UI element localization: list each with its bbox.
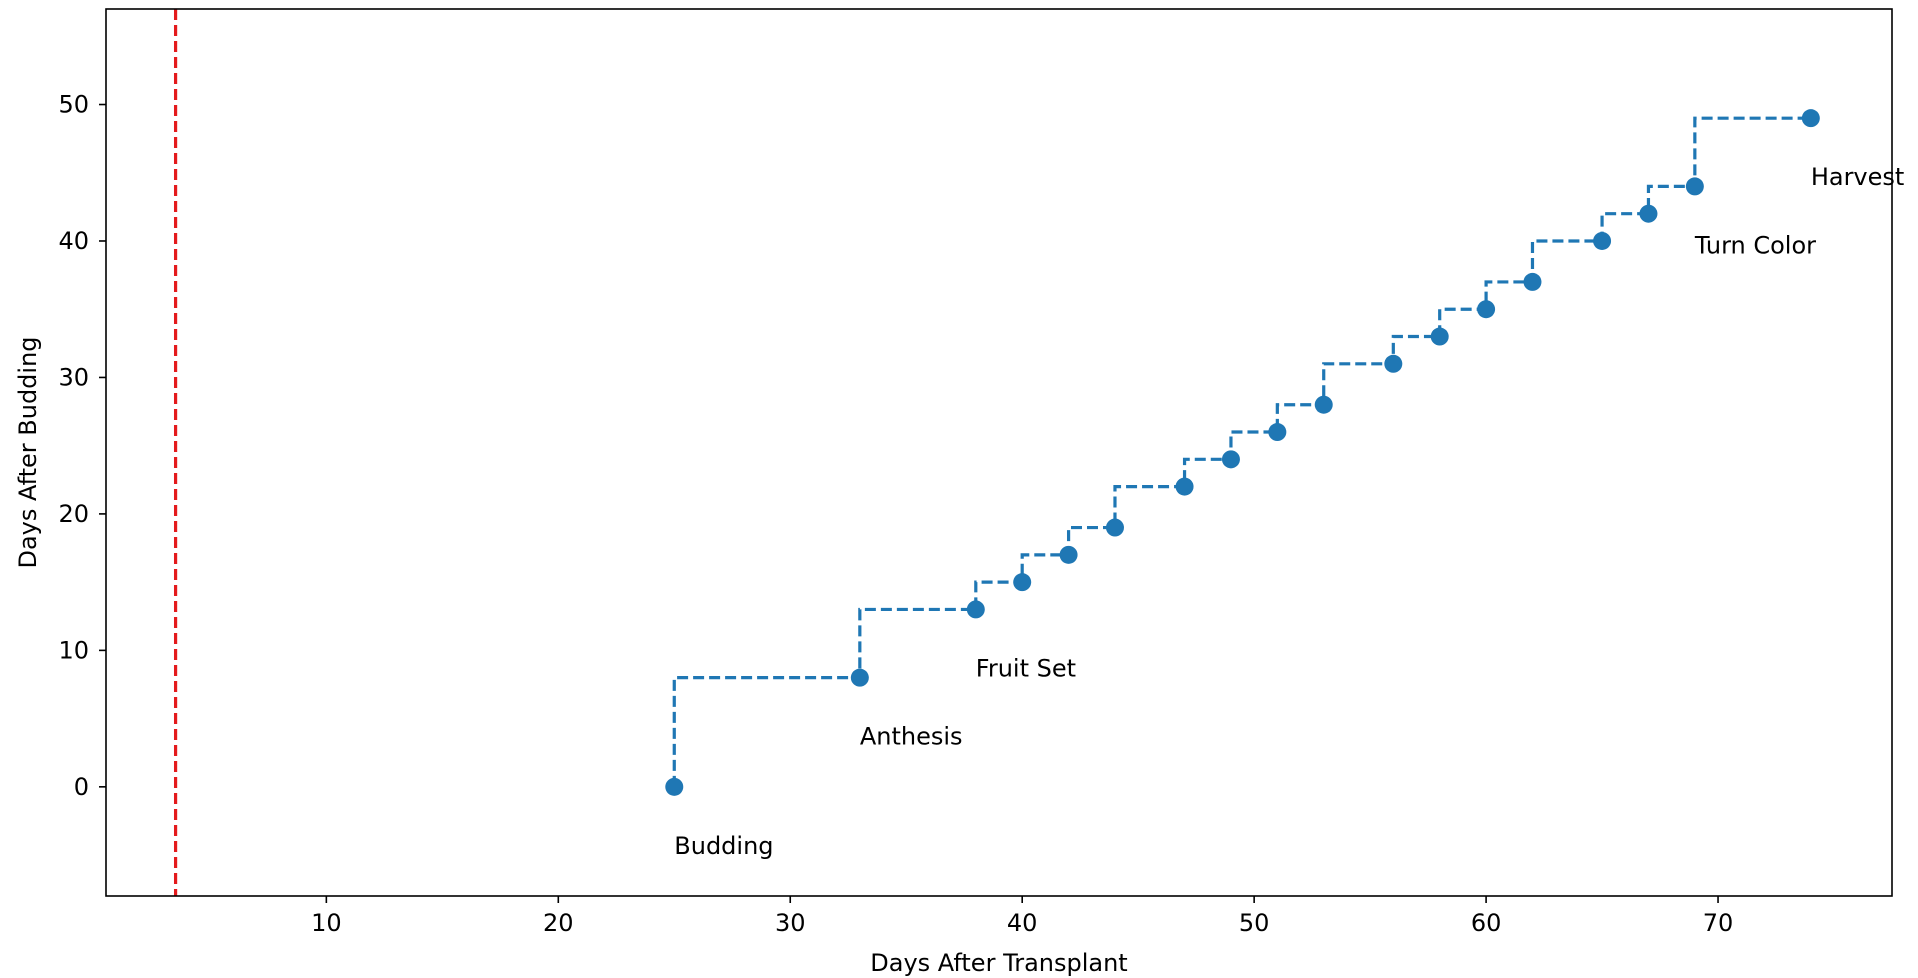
y-tick-label: 40 — [58, 227, 89, 255]
x-tick-label: 20 — [543, 909, 574, 937]
data-point — [1639, 204, 1658, 223]
data-point — [1105, 518, 1124, 537]
data-point — [1013, 573, 1032, 592]
data-point — [1685, 177, 1704, 196]
data-point — [966, 600, 985, 619]
x-tick-label: 50 — [1239, 909, 1270, 937]
axis-ticks: 10 20 30 40 50 60 70 0 10 20 30 40 50 — [58, 91, 1733, 937]
x-tick-label: 30 — [775, 909, 806, 937]
data-point — [1430, 327, 1449, 346]
data-point — [850, 668, 869, 687]
x-tick-label: 10 — [311, 909, 342, 937]
x-tick-label: 40 — [1007, 909, 1038, 937]
x-axis-label: Days After Transplant — [870, 949, 1127, 977]
y-tick-label: 20 — [58, 500, 89, 528]
annotations: Budding Anthesis Fruit Set Turn Color Harves… — [674, 163, 1904, 860]
y-tick-label: 30 — [58, 363, 89, 391]
data-point — [665, 777, 684, 796]
data-point — [1801, 109, 1820, 128]
data-point — [1268, 423, 1287, 442]
data-point — [1221, 450, 1240, 469]
data-point — [1477, 300, 1496, 319]
data-point — [1175, 477, 1194, 496]
data-marks — [173, 9, 1820, 896]
annotation-label: Fruit Set — [976, 654, 1076, 682]
x-tick-label: 60 — [1471, 909, 1502, 937]
annotation-label: Turn Color — [1694, 231, 1816, 259]
y-tick-label: 0 — [74, 773, 89, 801]
plot-frame — [105, 8, 1893, 897]
y-tick-label: 10 — [58, 636, 89, 664]
y-axis-label: Days After Budding — [14, 336, 42, 568]
annotation-label: Anthesis — [860, 723, 963, 751]
annotation-label: Budding — [674, 832, 773, 860]
x-tick-label: 70 — [1703, 909, 1734, 937]
data-point — [1314, 395, 1333, 414]
series-step-line — [672, 116, 1811, 787]
data-point — [1384, 354, 1403, 373]
annotation-label: Harvest — [1811, 163, 1905, 191]
data-point — [1593, 231, 1612, 250]
y-tick-label: 50 — [58, 91, 89, 119]
data-point — [1523, 272, 1542, 291]
data-point — [1059, 545, 1078, 564]
